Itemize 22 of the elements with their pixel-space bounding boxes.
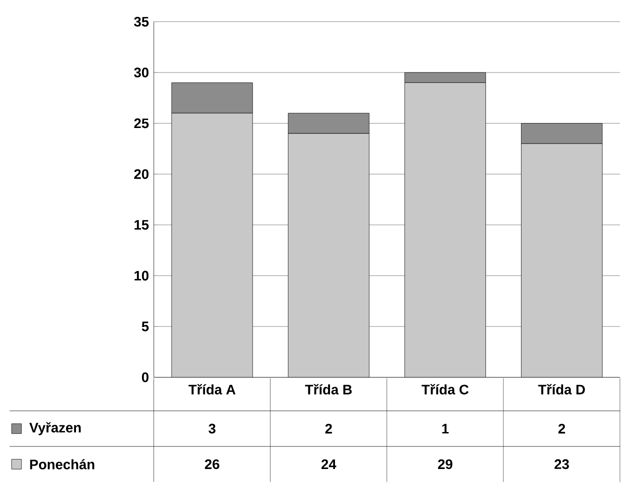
y-tick-label: 20 <box>134 169 148 179</box>
data-label: 23 <box>554 459 569 470</box>
x-tick-label: Třída A <box>188 384 236 394</box>
y-tick-label: 25 <box>134 118 149 128</box>
data-label: 2 <box>325 424 332 434</box>
y-tick-label: 15 <box>134 220 149 230</box>
data-label: 2 <box>558 424 566 434</box>
legend-label: Vyřazen <box>29 422 81 436</box>
x-tick-label: Třída C <box>422 384 469 394</box>
data-label: 29 <box>438 459 452 470</box>
y-tick-label: 5 <box>142 322 149 332</box>
data-label: 26 <box>204 459 220 470</box>
y-tick-label: 10 <box>134 270 148 281</box>
y-tick-label: 0 <box>142 372 148 382</box>
data-label: 1 <box>442 424 449 434</box>
data-label: 24 <box>321 459 336 470</box>
x-tick-label: Třída D <box>538 384 585 394</box>
y-tick-label: 35 <box>134 16 149 27</box>
data-label: 3 <box>208 424 216 434</box>
y-tick-label: 30 <box>134 68 148 78</box>
x-tick-label: Třída B <box>305 384 352 394</box>
legend-label: Ponechán <box>30 459 94 470</box>
